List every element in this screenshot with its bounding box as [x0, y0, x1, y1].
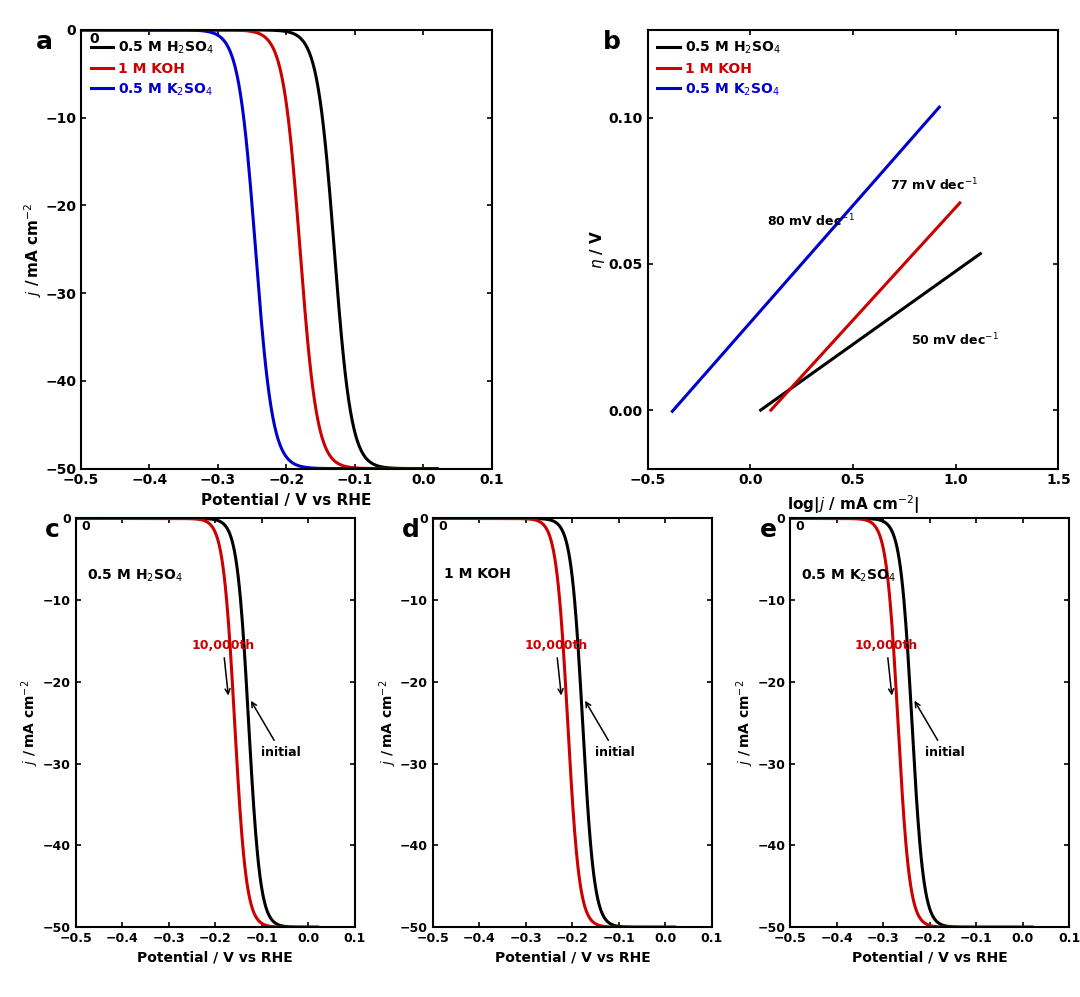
Text: 1 M KOH: 1 M KOH [444, 567, 511, 581]
Text: b: b [603, 30, 620, 54]
Text: c: c [45, 518, 59, 542]
Text: 0: 0 [81, 520, 90, 533]
Text: a: a [36, 30, 53, 54]
Text: 10,000th: 10,000th [525, 639, 588, 694]
Y-axis label: $j$ / mA cm$^{-2}$: $j$ / mA cm$^{-2}$ [19, 680, 41, 766]
Text: 0: 0 [90, 32, 99, 46]
Y-axis label: $j$ / mA cm$^{-2}$: $j$ / mA cm$^{-2}$ [22, 202, 44, 296]
Y-axis label: $j$ / mA cm$^{-2}$: $j$ / mA cm$^{-2}$ [377, 680, 399, 766]
X-axis label: Potential / V vs RHE: Potential / V vs RHE [201, 493, 372, 508]
Text: 10,000th: 10,000th [855, 639, 918, 694]
Text: initial: initial [916, 702, 964, 759]
Text: 50 mV dec$^{-1}$: 50 mV dec$^{-1}$ [910, 332, 998, 349]
Text: 80 mV dec$^{-1}$: 80 mV dec$^{-1}$ [767, 212, 854, 229]
Legend: 0.5 M H$_2$SO$_4$, 1 M KOH, 0.5 M K$_2$SO$_4$: 0.5 M H$_2$SO$_4$, 1 M KOH, 0.5 M K$_2$S… [654, 37, 784, 101]
X-axis label: log|$j$ / mA cm$^{-2}$|: log|$j$ / mA cm$^{-2}$| [787, 493, 919, 515]
X-axis label: Potential / V vs RHE: Potential / V vs RHE [495, 950, 650, 965]
X-axis label: Potential / V vs RHE: Potential / V vs RHE [852, 950, 1008, 965]
Text: 10,000th: 10,000th [191, 639, 255, 694]
Text: 0: 0 [796, 520, 805, 533]
X-axis label: Potential / V vs RHE: Potential / V vs RHE [137, 950, 293, 965]
Text: 0.5 M K$_2$SO$_4$: 0.5 M K$_2$SO$_4$ [801, 567, 896, 584]
Text: initial: initial [586, 702, 635, 759]
Text: 0: 0 [438, 520, 447, 533]
Legend: 0.5 M H$_2$SO$_4$, 1 M KOH, 0.5 M K$_2$SO$_4$: 0.5 M H$_2$SO$_4$, 1 M KOH, 0.5 M K$_2$S… [87, 37, 217, 101]
Text: 77 mV dec$^{-1}$: 77 mV dec$^{-1}$ [890, 177, 978, 193]
Y-axis label: $\eta$ / V: $\eta$ / V [589, 229, 607, 269]
Y-axis label: $j$ / mA cm$^{-2}$: $j$ / mA cm$^{-2}$ [734, 680, 756, 766]
Text: 0.5 M H$_2$SO$_4$: 0.5 M H$_2$SO$_4$ [86, 567, 183, 584]
Text: e: e [759, 518, 777, 542]
Text: initial: initial [252, 702, 301, 759]
Text: d: d [402, 518, 420, 542]
